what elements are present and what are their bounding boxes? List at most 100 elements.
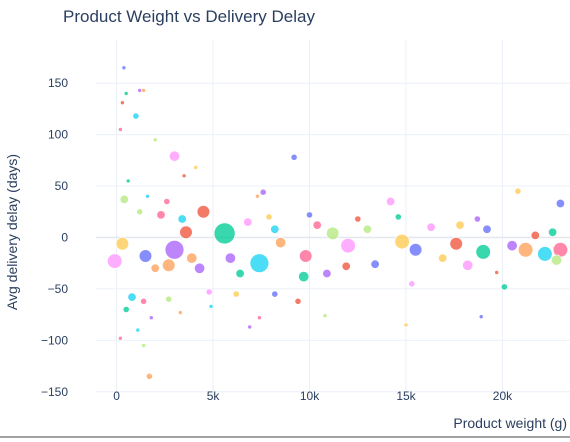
- scatter-point: [537, 246, 553, 262]
- scatter-point: [119, 194, 129, 204]
- scatter-point: [370, 259, 380, 269]
- scatter-point: [163, 198, 171, 205]
- scatter-point: [550, 254, 562, 266]
- scatter-point: [178, 310, 183, 315]
- scatter-point: [149, 315, 154, 321]
- x-tick-label: 15k: [396, 389, 416, 403]
- scatter-point: [326, 226, 340, 240]
- y-tick-label: 50: [55, 179, 69, 193]
- scatter-point: [140, 297, 147, 305]
- scatter-point: [514, 187, 522, 195]
- scatter-point: [235, 268, 245, 278]
- scatter-point: [213, 222, 236, 245]
- scatter-point: [290, 153, 298, 161]
- x-tick-label: 5k: [207, 389, 221, 403]
- scatter-point: [270, 224, 280, 234]
- scatter-point: [164, 240, 185, 260]
- scatter-point: [152, 137, 158, 143]
- scatter-point: [354, 215, 362, 223]
- scatter-point: [517, 242, 534, 258]
- scatter-point: [141, 343, 146, 348]
- scatter-point: [232, 290, 240, 298]
- scatter-point: [169, 150, 181, 162]
- scatter-point: [340, 238, 356, 254]
- scatter-point: [224, 252, 236, 264]
- y-tick-label: 0: [61, 230, 68, 244]
- scatter-point: [478, 314, 484, 320]
- x-tick-label: 0: [113, 389, 120, 403]
- y-tick-label: −50: [48, 282, 69, 296]
- scatter-point: [255, 194, 260, 199]
- scatter-point: [196, 205, 210, 219]
- y-tick-label: −150: [41, 385, 68, 399]
- scatter-point: [257, 315, 262, 321]
- scatter-point: [409, 243, 423, 257]
- scatter-point: [118, 335, 123, 341]
- scatter-point: [403, 322, 409, 328]
- scatter-point: [132, 112, 140, 120]
- scatter-point: [259, 188, 267, 196]
- scatter-point: [243, 217, 253, 227]
- scatter-point: [426, 222, 436, 232]
- scatter-point: [341, 261, 351, 271]
- scatter-point: [482, 224, 492, 234]
- scatter-point: [186, 252, 198, 264]
- scatter-point: [115, 237, 129, 251]
- scatter-point: [362, 224, 372, 234]
- scatter-point: [298, 271, 310, 283]
- scatter-point: [462, 259, 474, 271]
- scatter-point: [193, 165, 198, 170]
- scatter-point: [494, 270, 500, 275]
- x-tick-label: 10k: [300, 389, 320, 403]
- scatter-point: [194, 262, 206, 274]
- scatter-point: [145, 194, 150, 199]
- scatter-point: [306, 211, 313, 219]
- scatter-point: [121, 65, 127, 71]
- scatter-point: [107, 253, 123, 269]
- scatter-point: [322, 268, 332, 278]
- scatter-point: [205, 288, 213, 296]
- scatter-point: [500, 283, 508, 291]
- scatter-point: [177, 214, 187, 224]
- scatter-point: [247, 324, 252, 330]
- scatter-point: [181, 173, 187, 179]
- scatter-point: [179, 225, 193, 239]
- scatter-point: [136, 208, 144, 216]
- scatter-point: [394, 213, 402, 221]
- scatter-point: [473, 215, 481, 223]
- scatter-point: [127, 292, 137, 302]
- scatter-point: [312, 220, 322, 230]
- scatter-point: [322, 313, 328, 319]
- scatter-point: [156, 210, 166, 220]
- y-tick-label: 100: [48, 128, 68, 142]
- scatter-point: [165, 295, 173, 303]
- scatter-point: [162, 258, 176, 272]
- y-tick-label: −100: [41, 333, 68, 347]
- scatter-point: [438, 253, 448, 263]
- scatter-point: [125, 178, 131, 184]
- x-tick-label: 20k: [493, 389, 513, 403]
- scatter-point: [386, 197, 396, 207]
- scatter-point: [138, 249, 153, 263]
- scatter-point: [555, 199, 565, 209]
- scatter-point: [123, 91, 129, 96]
- scatter-point: [548, 227, 558, 237]
- y-axis-label: Avg delivery delay (days): [4, 154, 20, 310]
- scatter-point: [141, 88, 146, 93]
- scatter-point: [265, 213, 273, 221]
- scatter-point: [408, 280, 416, 288]
- scatter-point: [449, 237, 463, 251]
- scatter-point: [394, 234, 410, 250]
- y-tick-label: 150: [48, 76, 68, 90]
- scatter-point: [137, 88, 142, 93]
- scatter-point: [506, 240, 518, 252]
- scatter-point: [118, 127, 123, 132]
- scatter-point: [299, 249, 313, 263]
- axis-ticks: 0 5k 10k 15k 20k −150 −100 −50 0 50 100 150: [41, 76, 513, 403]
- scatter-point: [120, 100, 125, 105]
- scatter-point: [271, 290, 279, 298]
- chart-title: Product Weight vs Delivery Delay: [63, 7, 315, 26]
- x-axis-label: Product weight (g): [453, 415, 567, 431]
